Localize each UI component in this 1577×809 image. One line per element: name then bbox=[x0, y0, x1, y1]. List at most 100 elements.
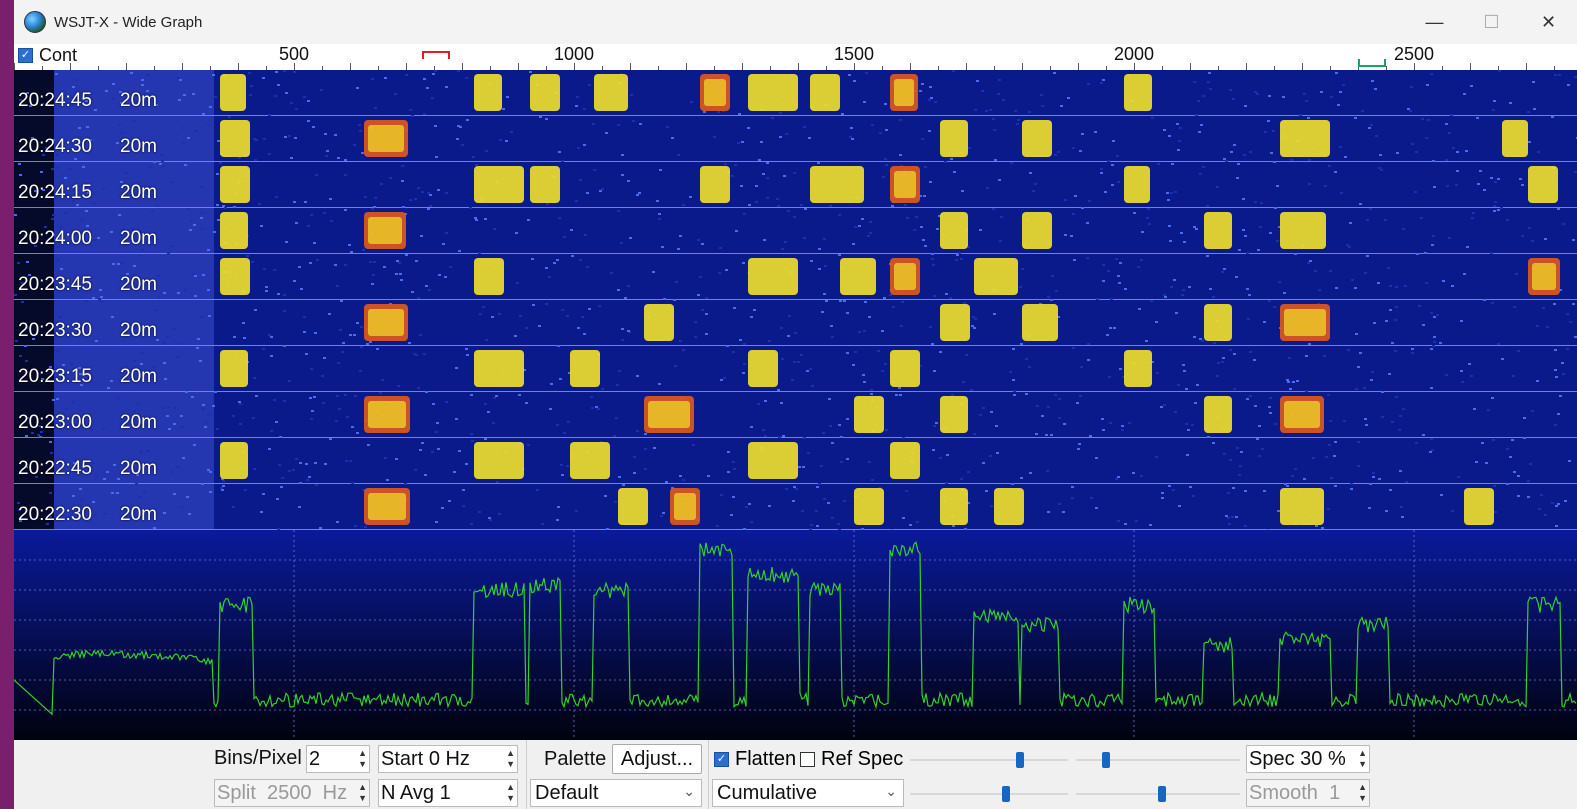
slider-thumb[interactable] bbox=[1016, 752, 1024, 768]
noise-speck bbox=[413, 353, 416, 355]
waterfall-display[interactable]: 20:24:45 20m 20:24:30 20m 20:24:15 20m 20:24:0… bbox=[14, 70, 1577, 530]
palette-select[interactable]: Default ⌄ bbox=[530, 779, 702, 807]
noise-speck bbox=[575, 105, 578, 107]
noise-speck bbox=[515, 232, 518, 234]
noise-speck bbox=[337, 362, 340, 364]
noise-speck bbox=[45, 147, 48, 149]
adjust-button[interactable]: Adjust... bbox=[612, 744, 702, 774]
noise-speck bbox=[148, 516, 151, 518]
spin-arrows-icon[interactable]: ▲ ▼ bbox=[1358, 748, 1367, 769]
cont-checkbox[interactable]: ✓ Cont bbox=[18, 45, 77, 66]
noise-speck bbox=[1100, 82, 1103, 84]
noise-speck bbox=[1036, 405, 1039, 407]
smooth-spinbox[interactable]: Smooth 1 ▲ ▼ bbox=[1246, 779, 1370, 807]
zero-slider[interactable] bbox=[1076, 750, 1240, 770]
noise-speck bbox=[1009, 371, 1012, 373]
noise-speck bbox=[136, 474, 139, 476]
noise-speck bbox=[239, 403, 242, 405]
noise-speck bbox=[604, 495, 607, 497]
noise-speck bbox=[141, 79, 144, 81]
noise-speck bbox=[659, 169, 662, 171]
noise-speck bbox=[1325, 456, 1328, 458]
noise-speck bbox=[1519, 178, 1522, 180]
slider-thumb[interactable] bbox=[1102, 752, 1110, 768]
spec-spinbox[interactable]: Spec 30 % ▲ ▼ bbox=[1246, 745, 1370, 773]
noise-speck bbox=[848, 74, 851, 76]
noise-speck bbox=[55, 368, 58, 370]
noise-speck bbox=[791, 379, 794, 381]
noise-speck bbox=[964, 528, 967, 530]
noise-speck bbox=[762, 173, 765, 175]
noise-speck bbox=[1111, 184, 1114, 186]
refspec-checkbox[interactable]: ✓ Ref Spec bbox=[800, 748, 903, 771]
start-spinbox[interactable]: Start 0 Hz ▲ ▼ bbox=[378, 745, 518, 773]
flatten-checkbox[interactable]: ✓ Flatten bbox=[714, 748, 796, 771]
slider-thumb[interactable] bbox=[1002, 786, 1010, 802]
spec-zero-slider[interactable] bbox=[1076, 784, 1240, 804]
spin-arrows-icon[interactable]: ▲ ▼ bbox=[1358, 782, 1367, 803]
noise-speck bbox=[293, 71, 296, 73]
noise-speck bbox=[1107, 270, 1110, 272]
noise-speck bbox=[40, 171, 43, 173]
noise-speck bbox=[996, 452, 999, 454]
gain-slider[interactable] bbox=[910, 750, 1068, 770]
noise-speck bbox=[823, 238, 826, 240]
slider-thumb[interactable] bbox=[1158, 786, 1166, 802]
spin-arrows-icon[interactable]: ▲ ▼ bbox=[506, 748, 515, 769]
tx-marker-icon[interactable] bbox=[1358, 58, 1386, 68]
noise-speck bbox=[924, 245, 927, 247]
spectrum-mode-select[interactable]: Cumulative ⌄ bbox=[712, 779, 904, 807]
noise-speck bbox=[31, 137, 34, 139]
noise-speck bbox=[617, 124, 620, 126]
noise-speck bbox=[694, 336, 697, 338]
noise-speck bbox=[792, 500, 795, 502]
noise-speck bbox=[1328, 165, 1331, 167]
noise-speck bbox=[323, 212, 326, 214]
spin-arrows-icon[interactable]: ▲ ▼ bbox=[506, 782, 515, 803]
noise-speck bbox=[1115, 478, 1118, 480]
freq-tick bbox=[322, 66, 323, 70]
noise-speck bbox=[173, 423, 176, 425]
spec-gain-slider[interactable] bbox=[910, 784, 1068, 804]
smooth-value: 1 bbox=[1329, 781, 1341, 804]
noise-speck bbox=[993, 129, 996, 131]
noise-speck bbox=[1402, 228, 1405, 230]
maximize-button[interactable]: ☐ bbox=[1483, 11, 1500, 32]
rx-marker-icon[interactable] bbox=[422, 50, 450, 60]
noise-speck bbox=[1270, 152, 1273, 154]
noise-speck bbox=[79, 488, 82, 490]
noise-speck bbox=[1161, 497, 1164, 499]
noise-speck bbox=[803, 126, 806, 128]
noise-speck bbox=[356, 432, 359, 434]
noise-speck bbox=[732, 461, 735, 463]
noise-speck bbox=[916, 521, 919, 523]
noise-speck bbox=[82, 166, 85, 168]
close-button[interactable]: ✕ bbox=[1540, 11, 1557, 32]
spin-arrows-icon[interactable]: ▲ ▼ bbox=[358, 782, 367, 803]
noise-speck bbox=[1422, 434, 1425, 436]
noise-speck bbox=[458, 450, 461, 452]
waterfall-edge bbox=[14, 162, 54, 208]
noise-speck bbox=[1258, 455, 1261, 457]
spectrum-display[interactable] bbox=[14, 530, 1577, 740]
navg-spinbox[interactable]: N Avg 1 ▲ ▼ bbox=[378, 779, 518, 807]
noise-speck bbox=[921, 83, 924, 85]
noise-speck bbox=[1506, 219, 1509, 221]
noise-speck bbox=[1307, 262, 1310, 264]
title-bar[interactable]: WSJT-X - Wide Graph — ☐ ✕ bbox=[14, 0, 1577, 44]
noise-speck bbox=[798, 466, 801, 468]
frequency-scale[interactable]: ✓ Cont 500 1000 1500 2000 2500 bbox=[14, 44, 1577, 71]
noise-speck bbox=[173, 407, 176, 409]
noise-speck bbox=[87, 377, 90, 379]
split-spinbox[interactable]: Split 2500 Hz ▲ ▼ bbox=[214, 779, 370, 807]
noise-speck bbox=[933, 295, 936, 297]
spin-arrows-icon[interactable]: ▲ ▼ bbox=[358, 748, 367, 769]
noise-speck bbox=[719, 247, 722, 249]
noise-speck bbox=[843, 500, 846, 502]
noise-speck bbox=[59, 237, 62, 239]
noise-speck bbox=[962, 381, 965, 383]
freq-tick bbox=[1386, 66, 1387, 70]
bins-pixel-spinbox[interactable]: 2 ▲ ▼ bbox=[306, 745, 370, 773]
minimize-button[interactable]: — bbox=[1425, 11, 1444, 32]
noise-speck bbox=[111, 316, 114, 318]
